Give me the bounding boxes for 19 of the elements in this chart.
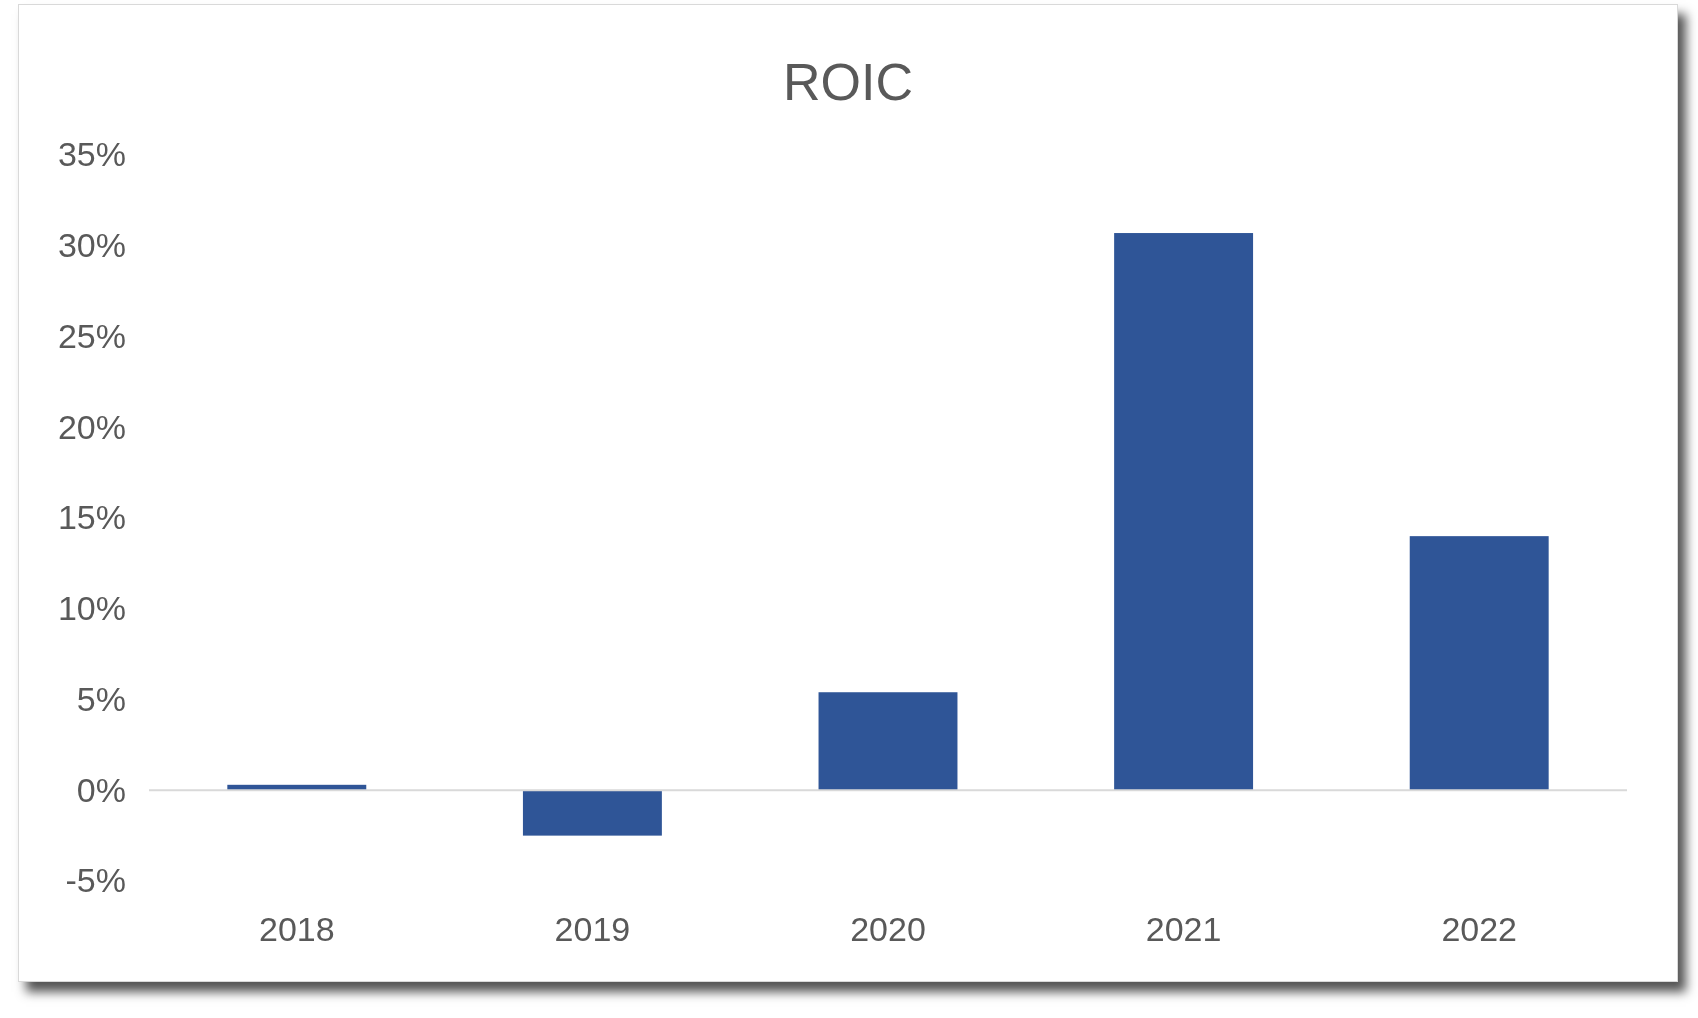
y-tick-label: 15% — [57, 498, 126, 537]
x-tick-label: 2020 — [850, 910, 926, 948]
y-tick-label: 30% — [57, 226, 126, 265]
y-tick-label: -5% — [65, 861, 126, 900]
bar — [1409, 536, 1549, 791]
x-tick-label: 2019 — [554, 910, 631, 948]
y-tick-label: 20% — [57, 407, 126, 446]
bar — [1114, 233, 1254, 791]
y-tick-label: 5% — [76, 679, 126, 718]
y-tick-label: 25% — [57, 316, 126, 355]
chart-title: ROIC — [783, 53, 913, 111]
y-tick-label: 0% — [76, 770, 126, 809]
y-tick-label: 35% — [57, 135, 126, 174]
x-tick-label: 2018 — [258, 910, 335, 948]
x-tick-label: 2022 — [1441, 910, 1518, 948]
y-tick-label: 10% — [57, 589, 126, 628]
bar — [522, 790, 662, 836]
x-tick-label: 2021 — [1145, 910, 1222, 948]
bar — [818, 692, 958, 791]
